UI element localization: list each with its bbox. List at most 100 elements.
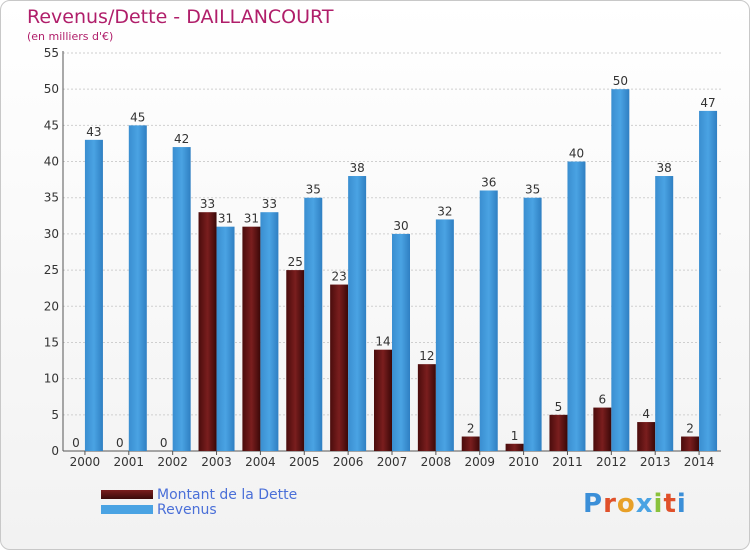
logo-letter: x	[635, 489, 654, 519]
x-tick-label: 2006	[333, 455, 364, 469]
y-tick-label: 0	[51, 444, 59, 458]
x-tick-label: 2003	[201, 455, 232, 469]
revenue-value-label: 50	[613, 74, 628, 88]
revenue-value-label: 33	[262, 197, 277, 211]
debt-bar	[461, 436, 480, 451]
debt-value-label: 25	[288, 255, 303, 269]
x-tick-label: 2005	[289, 455, 320, 469]
x-tick-label: 2010	[508, 455, 539, 469]
y-tick-label: 15	[44, 335, 59, 349]
debt-bar	[286, 270, 305, 451]
revenue-value-label: 30	[393, 219, 408, 233]
x-tick-label: 2013	[640, 455, 671, 469]
y-tick-label: 25	[44, 263, 59, 277]
chart-subtitle: (en milliers d'€)	[27, 30, 114, 43]
x-tick-label: 2014	[684, 455, 715, 469]
revenue-bar	[348, 176, 367, 451]
revenue-value-label: 35	[306, 183, 321, 197]
y-tick-label: 30	[44, 227, 59, 241]
revenue-value-label: 38	[349, 161, 364, 175]
x-tick-label: 2012	[596, 455, 627, 469]
legend-label-debt: Montant de la Dette	[157, 486, 298, 503]
revenue-value-label: 32	[437, 204, 452, 218]
debt-bar	[593, 407, 612, 451]
x-tick-label: 2008	[421, 455, 452, 469]
revenue-bar	[435, 219, 454, 451]
debt-bar	[549, 414, 568, 451]
y-tick-label: 5	[51, 408, 59, 422]
revenue-bar	[216, 226, 235, 451]
x-tick-label: 2004	[245, 455, 276, 469]
revenue-bar	[479, 190, 498, 451]
debt-value-label: 5	[555, 400, 563, 414]
y-tick-label: 20	[44, 299, 59, 313]
chart-title: Revenus/Dette - DAILLANCOURT	[27, 6, 334, 28]
revenue-value-label: 38	[657, 161, 672, 175]
legend-swatch-debt	[101, 490, 153, 499]
revenue-bar	[128, 125, 147, 451]
debt-bar	[374, 349, 392, 451]
debt-bar	[417, 364, 436, 451]
x-tick-label: 2000	[70, 455, 101, 469]
y-tick-label: 40	[44, 155, 59, 169]
revenue-bar	[260, 212, 279, 451]
x-tick-label: 2011	[552, 455, 583, 469]
y-tick-label: 35	[44, 191, 59, 205]
debt-value-label: 6	[599, 393, 607, 407]
y-tick-label: 55	[44, 46, 59, 60]
debt-value-label: 31	[244, 212, 259, 226]
logo-letter: P	[583, 489, 604, 519]
debt-value-label: 1	[511, 429, 519, 443]
revenue-bar	[392, 233, 410, 451]
logo-letter: o	[616, 489, 636, 519]
debt-value-label: 2	[686, 422, 694, 436]
revenue-bar	[567, 161, 586, 451]
debt-value-label: 0	[160, 436, 168, 450]
debt-value-label: 33	[200, 197, 215, 211]
revenue-bar	[304, 197, 323, 451]
revenue-value-label: 36	[481, 175, 496, 189]
logo-letter: r	[603, 489, 617, 519]
revenue-value-label: 35	[525, 183, 540, 197]
debt-value-label: 2	[467, 422, 475, 436]
debt-bar	[198, 212, 217, 451]
legend-swatch-revenue	[101, 505, 153, 514]
debt-value-label: 0	[72, 436, 80, 450]
debt-bar	[637, 422, 656, 451]
y-tick-label: 45	[44, 118, 59, 132]
debt-value-label: 4	[642, 407, 650, 421]
logo-letter: i	[653, 489, 664, 519]
debt-bar	[330, 284, 349, 451]
revenue-value-label: 45	[130, 110, 145, 124]
revenue-bar	[611, 89, 630, 451]
x-tick-label: 2009	[464, 455, 495, 469]
revenue-bar	[699, 110, 718, 452]
x-tick-label: 2007	[377, 455, 408, 469]
proxiti-logo: Proxiti	[583, 489, 687, 519]
debt-bar	[242, 226, 261, 451]
y-tick-label: 10	[44, 372, 59, 386]
debt-value-label: 14	[375, 335, 390, 349]
debt-value-label: 12	[419, 349, 434, 363]
revenue-value-label: 42	[174, 132, 189, 146]
revenue-value-label: 31	[218, 212, 233, 226]
revenue-bar	[84, 139, 103, 451]
debt-bar	[681, 436, 700, 451]
x-tick-label: 2002	[157, 455, 188, 469]
revenue-bar	[523, 197, 542, 451]
debt-value-label: 23	[331, 270, 346, 284]
legend-label-revenue: Revenus	[157, 501, 217, 518]
debt-value-label: 0	[116, 436, 124, 450]
y-tick-label: 50	[44, 82, 59, 96]
legend: Montant de la Dette Revenus	[101, 486, 298, 518]
x-tick-label: 2001	[114, 455, 145, 469]
debt-bar	[505, 443, 524, 451]
revenue-value-label: 43	[86, 125, 101, 139]
revenue-value-label: 47	[700, 96, 715, 110]
legend-item-revenue: Revenus	[101, 501, 297, 518]
revenue-value-label: 40	[569, 147, 584, 161]
legend-item-debt: Montant de la Dette	[101, 486, 298, 503]
logo-letter: i	[676, 489, 687, 519]
